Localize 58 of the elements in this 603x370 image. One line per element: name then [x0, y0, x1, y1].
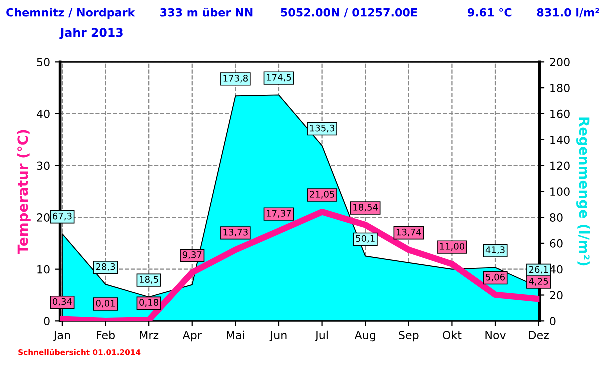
y2-tick-label: 120: [550, 162, 570, 170]
data-label: 18,5: [140, 276, 158, 284]
y2-tick-label: 40: [550, 265, 563, 274]
text: 831.0 l/m²: [537, 8, 600, 18]
x-tick-label: Mrz: [140, 331, 159, 340]
x-tick-label: Jul: [315, 330, 328, 342]
x-tick-label: Okt: [443, 330, 462, 340]
y2-tick-label: 200: [550, 58, 570, 67]
y-tick-label: 10: [38, 265, 50, 274]
data-label: 4,25: [529, 278, 548, 286]
data-label: 21,05: [310, 191, 334, 199]
data-label: 0,18: [140, 299, 159, 307]
data-label: 13,73: [224, 228, 248, 237]
data-label: 173,8: [224, 75, 248, 83]
y-tick-label: 0: [44, 317, 50, 326]
text: 9.61 °C: [468, 8, 512, 17]
y2-tick-label: 180: [550, 84, 570, 92]
x-tick-label: Dez: [529, 331, 549, 340]
x-tick-label: Feb: [97, 330, 115, 340]
data-label: 50,1: [356, 235, 375, 243]
y2-tick-label: 100: [550, 188, 570, 196]
y2-tick-label: 20: [550, 291, 563, 300]
y-tick-label: 50: [37, 58, 50, 67]
data-label: 135,3: [310, 124, 334, 133]
y-tick-label: 20: [37, 214, 50, 222]
y2-tick-label: 160: [550, 110, 570, 118]
data-label: 5,06: [486, 274, 505, 282]
x-tick-label: Apr: [182, 331, 202, 342]
y2-tick-label: 140: [550, 136, 570, 144]
chart-title: Chemnitz / Nordpark: [6, 8, 136, 19]
data-label: 28,3: [96, 263, 116, 272]
text: 5052.00N / 01257.00E: [281, 8, 418, 18]
text: 333 m über NN: [160, 8, 253, 17]
data-label: 174,5: [267, 74, 292, 82]
x-tick-label: Jan: [53, 331, 70, 342]
data-label: 11,00: [440, 243, 465, 251]
data-label: 18,54: [354, 204, 378, 212]
data-label: 41,3: [486, 246, 505, 254]
x-tick-label: Sep: [399, 331, 419, 342]
y2-tick-label: 80: [550, 214, 563, 222]
y-axis-title: Temperatur (°C): [17, 130, 31, 254]
x-tick-label: Mai: [227, 330, 244, 340]
x-tick-label: Nov: [486, 331, 506, 340]
data-label: 0,01: [96, 300, 115, 308]
chart-subtitle: Jahr 2013: [60, 28, 123, 40]
data-label: 17,37: [267, 210, 292, 218]
x-tick-label: Aug: [354, 331, 376, 342]
data-label: 26,1: [529, 266, 548, 274]
y2-tick-label: 60: [550, 239, 563, 248]
data-label: 0,34: [53, 298, 72, 306]
x-tick-label: Jun: [270, 331, 287, 342]
data-label: 67,3: [53, 212, 72, 221]
y2-axis-title: Regenmenge (l/m²): [576, 118, 590, 266]
data-label: 13,74: [396, 228, 422, 237]
y-tick-label: 40: [36, 110, 50, 118]
data-label: 9,37: [182, 252, 202, 260]
y2-tick-label: 0: [550, 317, 556, 326]
y-tick-label: 30: [37, 162, 50, 170]
